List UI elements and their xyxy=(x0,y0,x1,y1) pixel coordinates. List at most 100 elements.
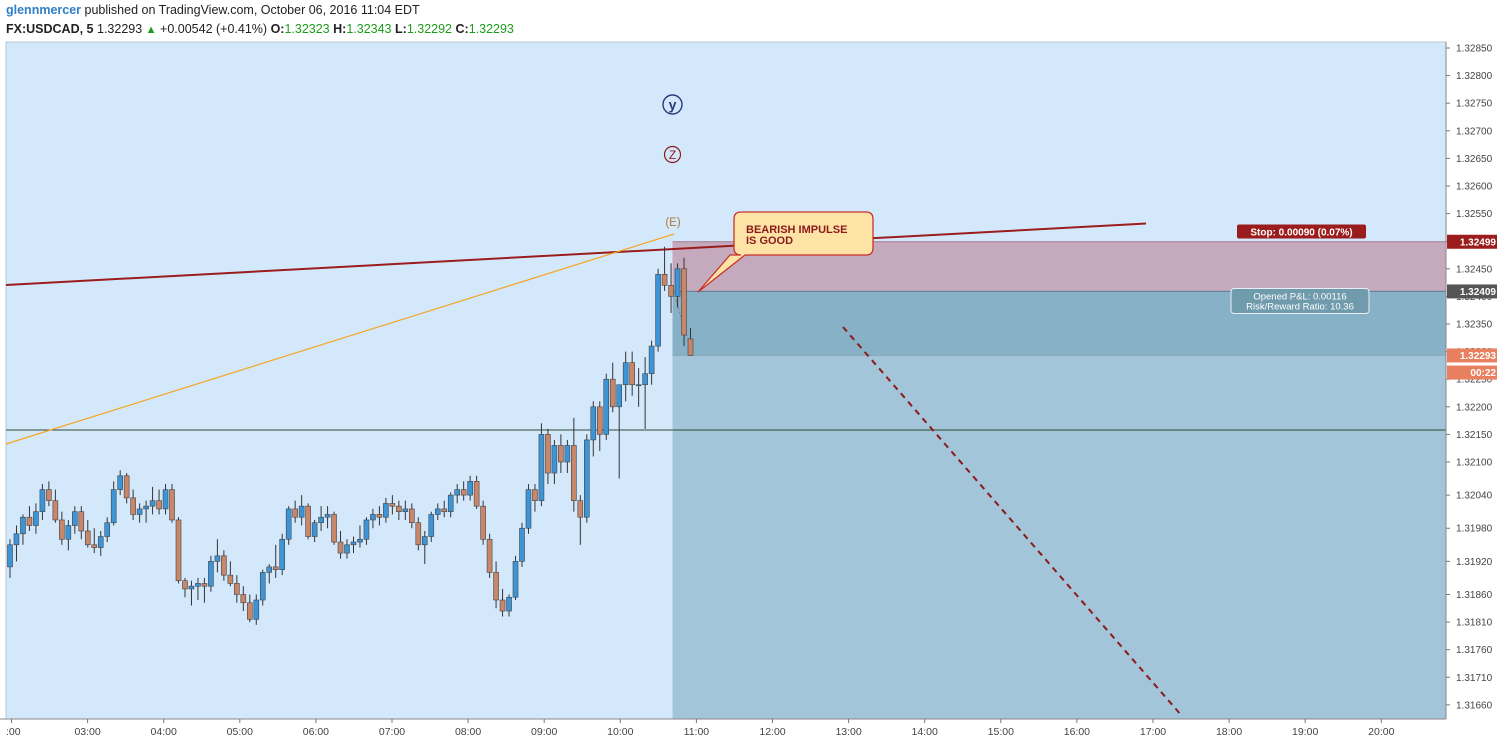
symbol-label[interactable]: FX:USDCAD, 5 xyxy=(6,22,94,36)
candle-body[interactable] xyxy=(564,445,571,463)
candle-body[interactable] xyxy=(78,511,85,532)
candle-body[interactable] xyxy=(311,522,318,537)
candle-body[interactable] xyxy=(674,268,681,297)
candle-body[interactable] xyxy=(648,345,655,374)
candle-body[interactable] xyxy=(149,500,156,507)
candle-body[interactable] xyxy=(104,522,111,537)
candle-body[interactable] xyxy=(59,519,65,540)
candle-body[interactable] xyxy=(558,445,564,463)
candle-body[interactable] xyxy=(318,516,324,524)
candle-body[interactable] xyxy=(376,514,383,518)
candle-body[interactable] xyxy=(72,511,78,526)
candle-body[interactable] xyxy=(460,489,467,496)
candle-body[interactable] xyxy=(609,378,616,408)
candle-body[interactable] xyxy=(525,489,532,529)
candle-body[interactable] xyxy=(486,538,493,573)
candle-body[interactable] xyxy=(344,544,350,554)
candle-body[interactable] xyxy=(162,489,169,510)
candle-body[interactable] xyxy=(434,508,441,515)
candle-body[interactable] xyxy=(337,541,344,554)
candle-body[interactable] xyxy=(642,373,648,386)
candle-body[interactable] xyxy=(421,536,428,546)
candle-body[interactable] xyxy=(272,566,279,570)
candle-body[interactable] xyxy=(182,580,188,590)
candle-body[interactable] xyxy=(629,362,635,386)
candle-body[interactable] xyxy=(117,475,123,490)
candle-body[interactable] xyxy=(33,511,39,526)
candle-body[interactable] xyxy=(402,508,409,512)
price-axis[interactable] xyxy=(1446,42,1504,719)
candle-body[interactable] xyxy=(473,481,480,507)
candle-body[interactable] xyxy=(512,561,519,598)
candle-body[interactable] xyxy=(52,500,59,521)
candle-body[interactable] xyxy=(493,572,499,601)
candle-body[interactable] xyxy=(208,561,214,587)
candle-body[interactable] xyxy=(441,508,448,512)
candle-body[interactable] xyxy=(428,514,435,537)
candle-body[interactable] xyxy=(285,508,292,540)
candle-body[interactable] xyxy=(136,508,143,515)
candle-body[interactable] xyxy=(596,406,603,435)
candle-body[interactable] xyxy=(661,274,668,286)
candle-body[interactable] xyxy=(234,583,240,595)
candle-body[interactable] xyxy=(279,538,286,570)
candle-body[interactable] xyxy=(20,516,26,535)
candle-body[interactable] xyxy=(681,268,687,336)
candle-body[interactable] xyxy=(622,362,629,386)
candle-body[interactable] xyxy=(84,530,91,546)
candle-body[interactable] xyxy=(655,274,661,347)
candle-body[interactable] xyxy=(240,594,247,604)
candle-body[interactable] xyxy=(590,406,597,441)
candle-body[interactable] xyxy=(603,378,610,435)
candle-body[interactable] xyxy=(195,583,201,587)
candle-body[interactable] xyxy=(188,585,195,590)
candle-body[interactable] xyxy=(175,519,182,581)
candle-body[interactable] xyxy=(538,434,545,501)
candle-body[interactable] xyxy=(169,489,175,521)
candle-body[interactable] xyxy=(39,489,46,512)
candle-body[interactable] xyxy=(616,384,623,408)
candle-body[interactable] xyxy=(370,514,376,521)
candle-body[interactable] xyxy=(214,555,221,562)
candle-body[interactable] xyxy=(65,525,72,540)
candle-body[interactable] xyxy=(350,541,357,546)
candle-body[interactable] xyxy=(201,583,208,587)
candle-body[interactable] xyxy=(635,384,642,387)
candle-body[interactable] xyxy=(363,519,370,540)
candle-body[interactable] xyxy=(506,596,512,612)
author-link[interactable]: glennmercer xyxy=(6,3,82,17)
candle-body[interactable] xyxy=(7,544,13,568)
candle-body[interactable] xyxy=(324,514,331,518)
candle-body[interactable] xyxy=(246,602,253,620)
candle-body[interactable] xyxy=(545,434,551,474)
time-axis[interactable] xyxy=(0,719,1504,746)
candle-body[interactable] xyxy=(480,505,486,540)
candle-body[interactable] xyxy=(259,572,266,601)
candle-body[interactable] xyxy=(221,555,227,576)
candle-body[interactable] xyxy=(668,285,674,297)
candle-body[interactable] xyxy=(687,338,694,356)
candle-body[interactable] xyxy=(156,500,162,510)
candle-body[interactable] xyxy=(499,599,506,612)
candle-body[interactable] xyxy=(110,489,117,524)
candle-body[interactable] xyxy=(143,505,149,510)
candle-body[interactable] xyxy=(383,503,389,518)
candle-body[interactable] xyxy=(130,497,136,515)
candle-body[interactable] xyxy=(454,489,460,496)
candle-body[interactable] xyxy=(227,574,234,584)
candle-body[interactable] xyxy=(266,566,273,573)
candle-body[interactable] xyxy=(26,516,33,526)
candle-body[interactable] xyxy=(46,489,52,501)
candle-body[interactable] xyxy=(532,489,538,501)
candle-body[interactable] xyxy=(389,503,396,507)
candle-body[interactable] xyxy=(577,500,584,518)
candle-body[interactable] xyxy=(123,475,130,499)
candle-body[interactable] xyxy=(571,445,577,501)
candle-body[interactable] xyxy=(253,599,260,620)
candle-body[interactable] xyxy=(396,505,402,512)
candle-body[interactable] xyxy=(91,544,98,548)
candle-body[interactable] xyxy=(447,494,454,512)
candle-body[interactable] xyxy=(292,508,298,518)
candle-body[interactable] xyxy=(357,538,363,543)
